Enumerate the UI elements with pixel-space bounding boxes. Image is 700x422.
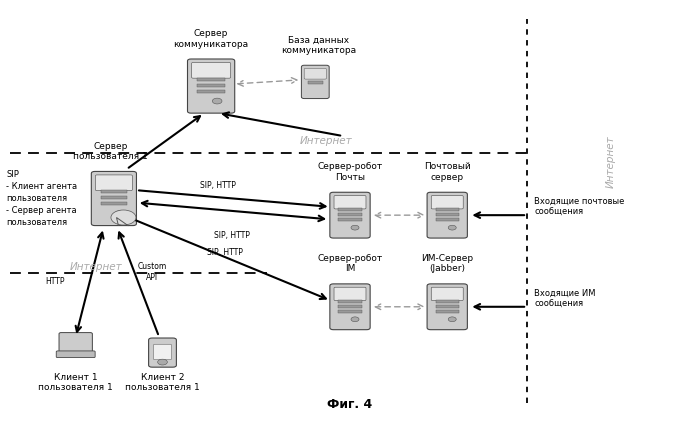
Circle shape: [351, 317, 359, 322]
Bar: [435, 218, 459, 221]
Bar: [338, 305, 362, 308]
FancyBboxPatch shape: [334, 287, 366, 300]
Bar: [435, 310, 459, 313]
FancyBboxPatch shape: [427, 192, 468, 238]
FancyBboxPatch shape: [302, 65, 329, 99]
Circle shape: [351, 225, 359, 230]
Text: Интернет: Интернет: [606, 135, 615, 188]
Text: Интернет: Интернет: [300, 136, 352, 146]
FancyBboxPatch shape: [431, 287, 463, 300]
Bar: [338, 213, 362, 216]
Circle shape: [212, 98, 222, 104]
Bar: [435, 300, 459, 303]
Text: Сервер
пользователя 1: Сервер пользователя 1: [73, 142, 148, 161]
Bar: [338, 208, 362, 211]
Circle shape: [111, 210, 136, 225]
FancyBboxPatch shape: [330, 192, 370, 238]
Text: Почтовый
сервер: Почтовый сервер: [424, 162, 470, 182]
Text: Входящие ИМ
сообщения: Входящие ИМ сообщения: [534, 288, 596, 308]
Circle shape: [158, 359, 167, 365]
Bar: [197, 78, 225, 81]
Circle shape: [448, 225, 456, 230]
Text: Клиент 2
пользователя 1: Клиент 2 пользователя 1: [125, 373, 200, 392]
Text: База данных
коммуникатора: База данных коммуникатора: [281, 35, 356, 55]
Text: Входящие почтовые
сообщения: Входящие почтовые сообщения: [534, 197, 624, 217]
FancyBboxPatch shape: [431, 195, 463, 209]
FancyBboxPatch shape: [304, 68, 326, 79]
FancyBboxPatch shape: [188, 59, 235, 113]
FancyBboxPatch shape: [427, 284, 468, 330]
Bar: [307, 81, 323, 84]
Text: SIP, HTTP: SIP, HTTP: [214, 231, 250, 240]
Circle shape: [115, 211, 124, 216]
Text: SIP, HTTP: SIP, HTTP: [207, 248, 243, 257]
Text: Клиент 1
пользователя 1: Клиент 1 пользователя 1: [38, 373, 113, 392]
Bar: [435, 305, 459, 308]
Bar: [101, 202, 127, 205]
Text: ИМ-Сервер
(Jabber): ИМ-Сервер (Jabber): [421, 254, 473, 273]
Bar: [338, 218, 362, 221]
FancyBboxPatch shape: [192, 62, 230, 78]
FancyBboxPatch shape: [56, 351, 95, 357]
Bar: [197, 84, 225, 87]
Text: Сервер
коммуникатора: Сервер коммуникатора: [174, 29, 248, 49]
Text: Фиг. 4: Фиг. 4: [328, 398, 372, 411]
Text: Интернет: Интернет: [70, 262, 122, 272]
Bar: [101, 196, 127, 199]
Text: SIP
- Клиент агента
пользователя
- Сервер агента
пользователя: SIP - Клиент агента пользователя - Серве…: [6, 170, 78, 227]
Bar: [435, 208, 459, 211]
Circle shape: [448, 317, 456, 322]
Bar: [101, 190, 127, 193]
Text: SIP, HTTP: SIP, HTTP: [200, 181, 236, 190]
FancyBboxPatch shape: [334, 195, 366, 209]
Text: Custom
API: Custom API: [137, 262, 167, 282]
FancyBboxPatch shape: [330, 284, 370, 330]
FancyBboxPatch shape: [153, 344, 172, 360]
Bar: [197, 90, 225, 93]
Bar: [338, 310, 362, 313]
Text: Сервер-робот
Почты: Сервер-робот Почты: [317, 162, 383, 182]
Bar: [435, 213, 459, 216]
Text: Сервер-робот
IM: Сервер-робот IM: [317, 254, 383, 273]
FancyBboxPatch shape: [91, 171, 136, 226]
FancyBboxPatch shape: [95, 175, 132, 191]
FancyBboxPatch shape: [148, 338, 176, 367]
Text: HTTP: HTTP: [45, 277, 64, 286]
Bar: [338, 300, 362, 303]
FancyBboxPatch shape: [59, 333, 92, 354]
